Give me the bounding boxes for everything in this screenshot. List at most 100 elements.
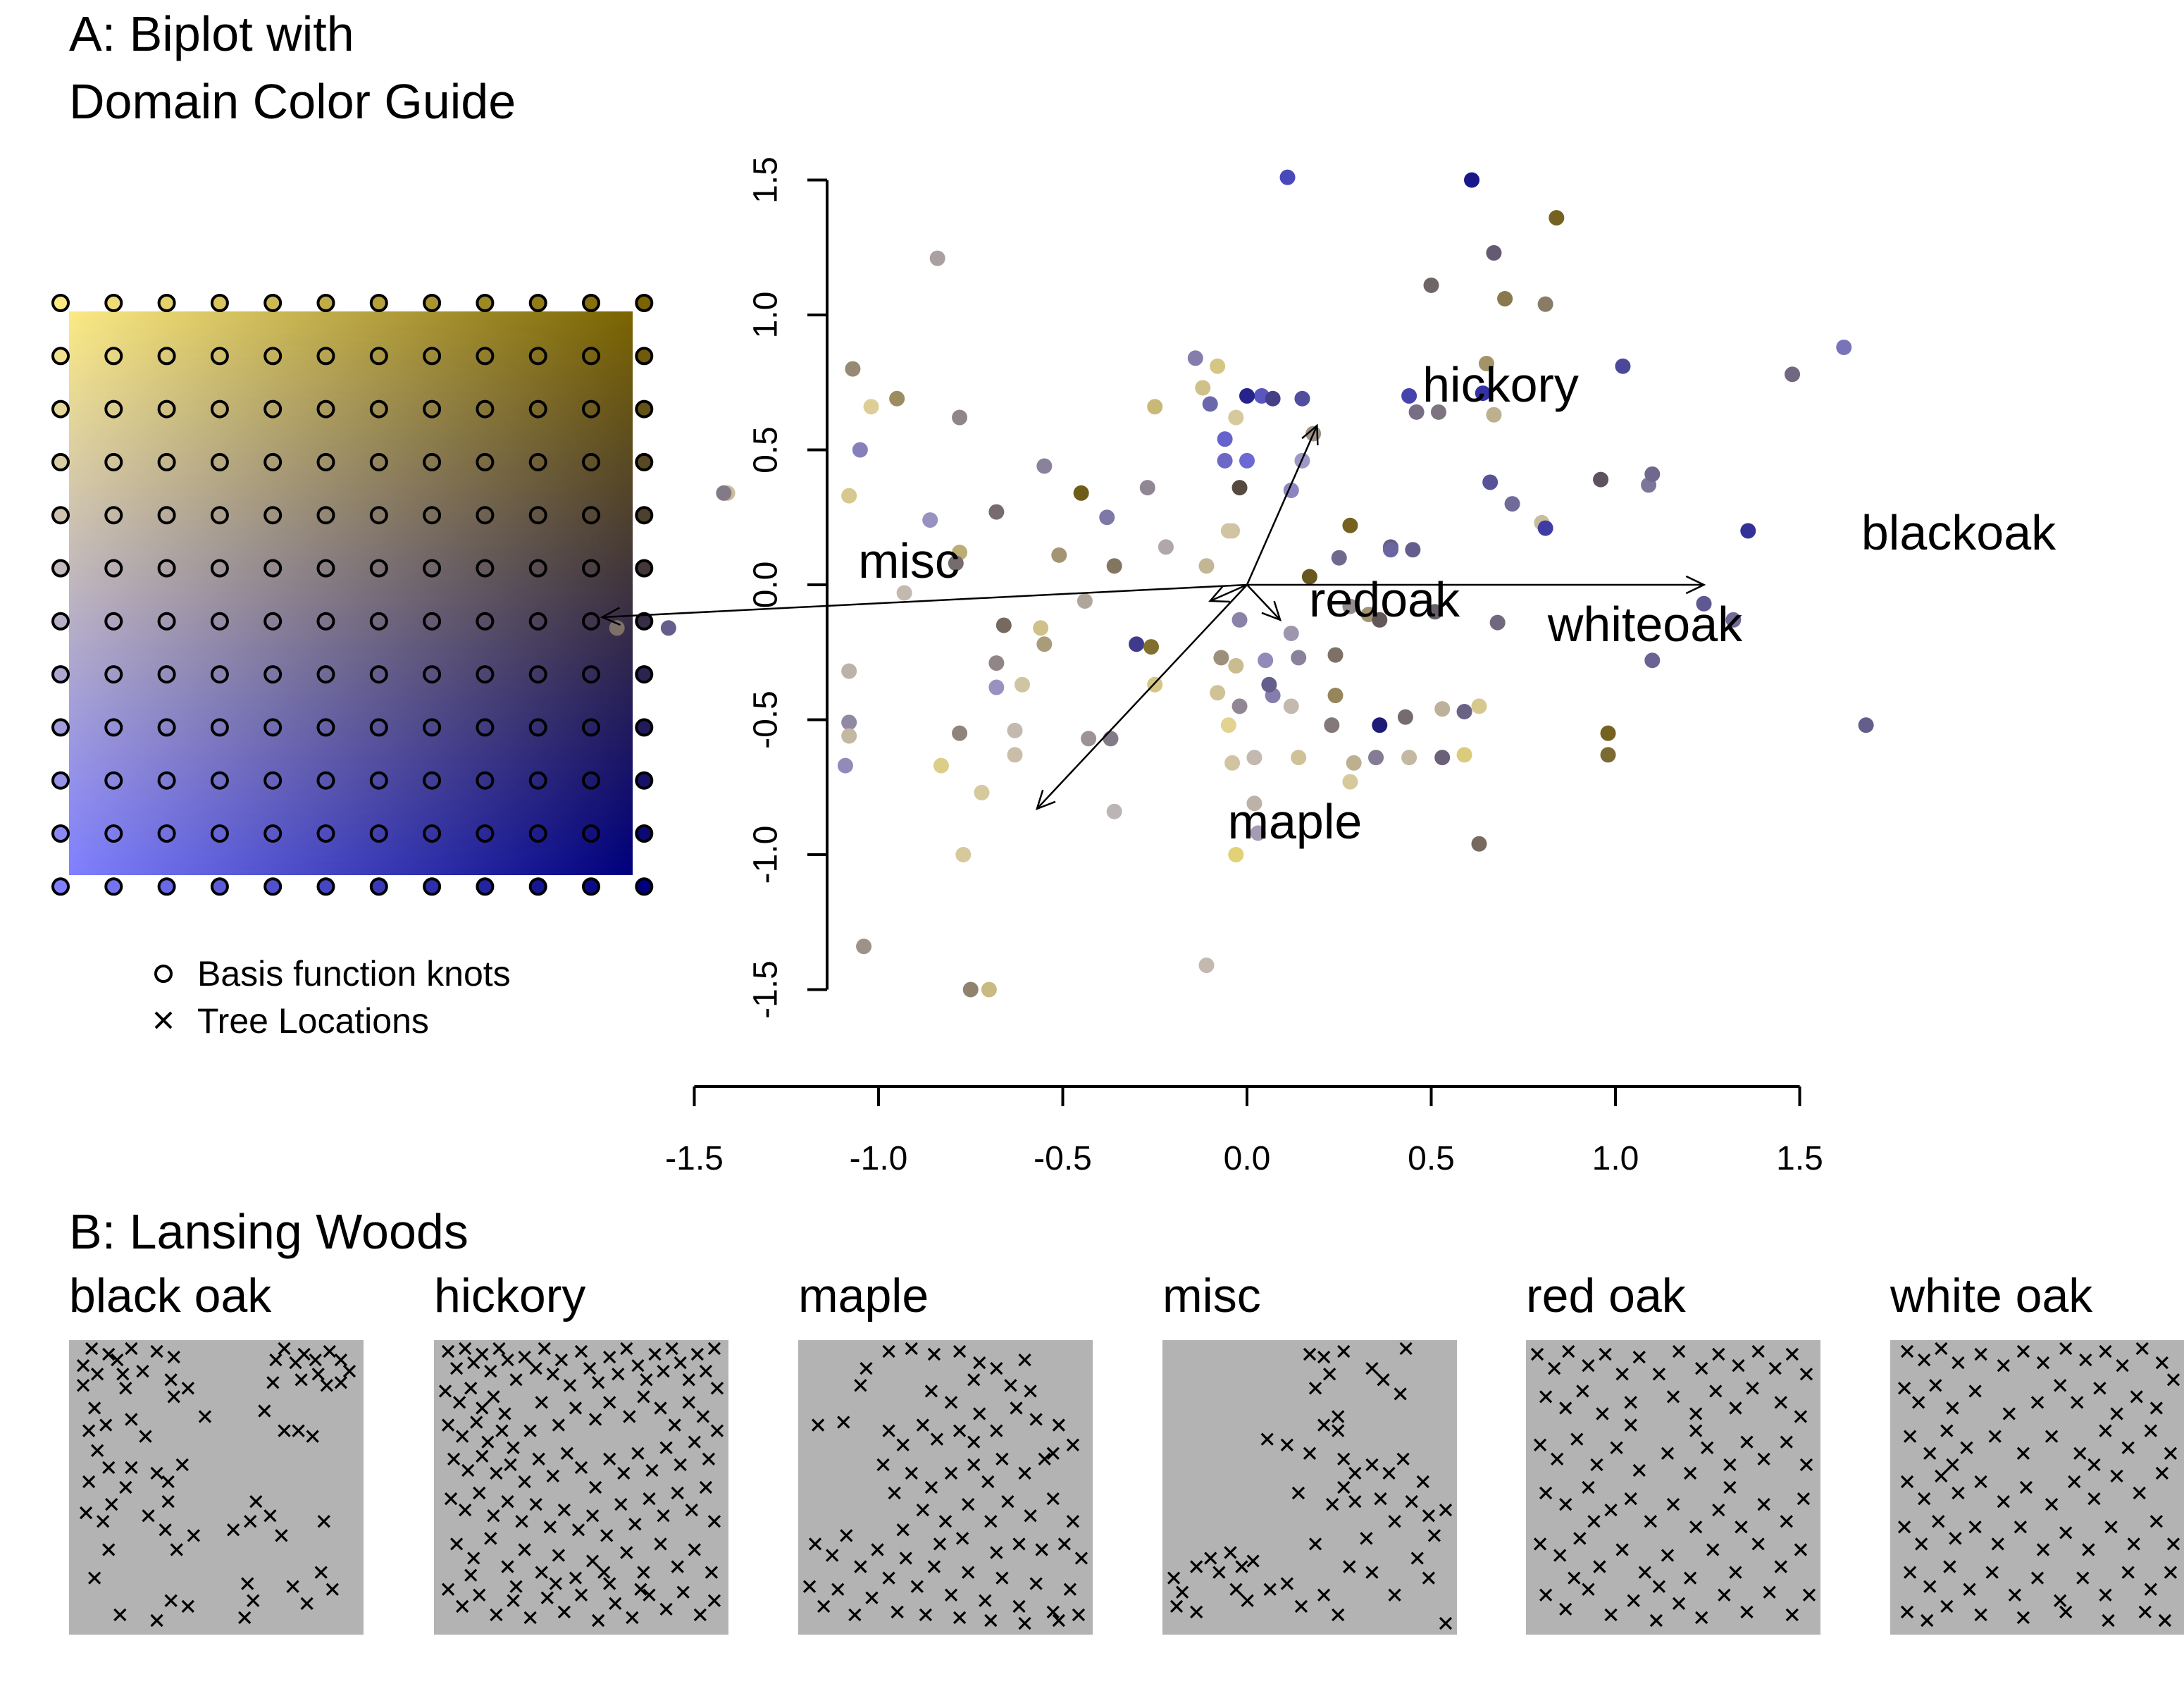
knot-marker bbox=[582, 452, 600, 471]
pattern-panel bbox=[434, 1340, 728, 1635]
tree-location-mark bbox=[441, 1418, 455, 1432]
tree-location-mark bbox=[2138, 1605, 2152, 1619]
tree-location-mark bbox=[2008, 1588, 2021, 1602]
biplot-point bbox=[1033, 620, 1049, 636]
knot-marker bbox=[528, 665, 547, 684]
tree-location-mark bbox=[1224, 1546, 1237, 1559]
tree-location-mark bbox=[2164, 1566, 2178, 1579]
tree-location-mark bbox=[1638, 1566, 1651, 1579]
tree-location-mark bbox=[2121, 1566, 2135, 1579]
knot-marker bbox=[210, 771, 229, 790]
tree-location-mark bbox=[175, 1458, 189, 1471]
knot-marker bbox=[316, 771, 335, 790]
tree-location-mark bbox=[1604, 1504, 1618, 1517]
tree-location-mark bbox=[1263, 1582, 1277, 1596]
tree-location-mark bbox=[1615, 1368, 1629, 1381]
tree-location-mark bbox=[888, 1486, 901, 1500]
tree-location-mark bbox=[1689, 1520, 1703, 1534]
tree-location-mark bbox=[1241, 1594, 1254, 1607]
legend: Basis function knots Tree Locations bbox=[154, 954, 511, 1041]
tree-location-mark bbox=[150, 1466, 163, 1480]
knot-marker bbox=[210, 718, 229, 737]
tree-location-mark bbox=[1422, 1571, 1435, 1585]
biplot-point bbox=[922, 512, 938, 528]
biplot-point bbox=[1279, 169, 1296, 185]
tree-location-mark bbox=[473, 1588, 486, 1602]
tree-location-mark bbox=[1740, 1435, 1754, 1449]
tree-location-mark bbox=[473, 1486, 486, 1500]
tree-location-mark bbox=[1709, 1385, 1723, 1398]
tree-location-mark bbox=[1057, 1537, 1071, 1551]
tree-location-mark bbox=[1004, 1379, 1017, 1392]
tree-location-mark bbox=[2099, 1424, 2112, 1437]
biplot-point bbox=[1147, 399, 1163, 415]
biplot-point bbox=[1210, 358, 1226, 374]
biplot-point bbox=[1368, 750, 1384, 766]
tree-location-mark bbox=[1539, 1588, 1553, 1602]
tree-location-mark bbox=[1599, 1347, 1612, 1361]
tree-location-mark bbox=[125, 1461, 138, 1474]
tree-location-mark bbox=[1365, 1458, 1379, 1471]
tree-location-mark bbox=[1439, 1616, 1453, 1630]
knot-marker bbox=[528, 294, 547, 312]
tree-location-mark bbox=[2164, 1447, 2178, 1460]
biplot-point bbox=[1291, 750, 1307, 766]
tree-location-mark bbox=[300, 1597, 314, 1610]
knot-marker bbox=[423, 452, 442, 471]
pattern-title: misc bbox=[1162, 1269, 1261, 1323]
tree-location-mark bbox=[88, 1401, 101, 1415]
tree-location-mark bbox=[1422, 1509, 1435, 1523]
tree-location-mark bbox=[944, 1588, 958, 1602]
knot-marker bbox=[635, 771, 654, 790]
tree-location-mark bbox=[1539, 1390, 1553, 1404]
knot-marker bbox=[51, 612, 70, 631]
knot-marker bbox=[476, 559, 495, 578]
y-tick-label: 0.0 bbox=[747, 562, 785, 609]
biplot-point bbox=[1327, 647, 1344, 663]
tree-location-mark bbox=[657, 1365, 670, 1378]
tree-location-mark bbox=[944, 1396, 958, 1409]
knot-marker bbox=[210, 559, 229, 578]
knot-marker bbox=[51, 452, 70, 471]
pattern-title: hickory bbox=[434, 1269, 585, 1323]
tree-location-mark bbox=[1551, 1452, 1564, 1466]
tree-location-mark bbox=[1394, 1387, 1407, 1401]
knot-marker bbox=[582, 612, 600, 631]
tree-location-mark bbox=[139, 1430, 152, 1443]
tree-location-mark bbox=[1018, 1353, 1031, 1367]
knot-marker bbox=[423, 506, 442, 525]
tree-location-mark bbox=[2045, 1430, 2059, 1443]
tree-location-mark bbox=[150, 1613, 163, 1628]
arrow-head bbox=[1035, 789, 1056, 810]
tree-location-mark bbox=[306, 1430, 319, 1443]
biplot-point bbox=[1423, 277, 1439, 293]
knot-marker bbox=[476, 506, 495, 525]
tree-location-mark bbox=[238, 1611, 252, 1625]
tree-location-mark bbox=[1768, 1362, 1782, 1375]
biplot-point bbox=[1265, 390, 1281, 407]
tree-location-mark bbox=[899, 1551, 912, 1565]
tree-location-mark bbox=[490, 1466, 503, 1480]
tree-location-mark bbox=[924, 1480, 938, 1494]
biplot-point bbox=[1036, 636, 1053, 652]
knot-marker bbox=[104, 294, 123, 312]
tree-location-mark bbox=[334, 1353, 348, 1367]
tree-location-mark bbox=[1246, 1554, 1260, 1568]
tree-location-mark bbox=[1672, 1597, 1686, 1610]
tree-location-mark bbox=[1024, 1509, 1037, 1523]
tree-location-mark bbox=[1915, 1537, 1928, 1551]
tree-location-mark bbox=[1672, 1344, 1686, 1358]
knot-marker bbox=[476, 718, 495, 737]
tree-location-mark bbox=[1729, 1401, 1742, 1415]
knot-marker bbox=[157, 452, 176, 471]
tree-location-mark bbox=[1903, 1566, 1917, 1579]
tree-location-mark bbox=[955, 1532, 969, 1545]
tree-location-mark bbox=[449, 1362, 464, 1375]
pattern-panel bbox=[69, 1340, 364, 1635]
tree-location-mark bbox=[882, 1344, 895, 1358]
tree-location-mark bbox=[1405, 1494, 1418, 1509]
knot-marker bbox=[476, 347, 495, 366]
tree-location-mark bbox=[705, 1566, 719, 1579]
biplot-point bbox=[1250, 825, 1266, 841]
biplot-point bbox=[1007, 722, 1023, 738]
